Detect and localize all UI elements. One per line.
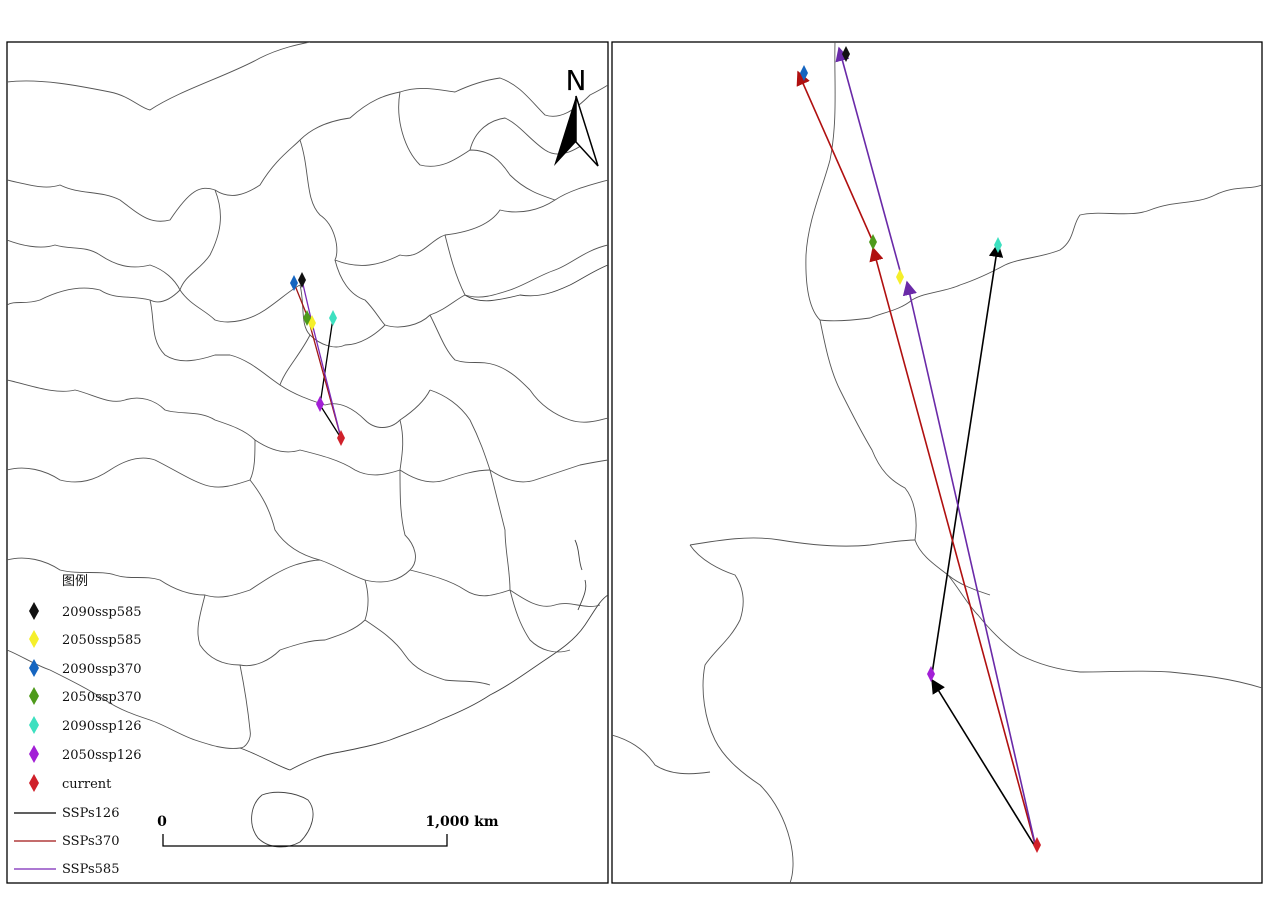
legend-item-2090ssp370: 2090ssp370 (29, 659, 142, 677)
diamond-icon (29, 602, 39, 620)
legend-title: 图例 (62, 574, 88, 589)
point-2090ssp585 (298, 272, 306, 288)
legend-label: SSPs585 (62, 862, 119, 877)
legend-item-2090ssp126: 2090ssp126 (29, 716, 142, 734)
north-arrow-icon: N (554, 64, 599, 167)
legend-item-ssps370: SSPs370 (14, 834, 119, 849)
legend-item-2050ssp370: 2050ssp370 (29, 687, 142, 705)
point-current (337, 430, 345, 446)
overview-map-panel: N 0 1,000 km 图例 2090ssp585 2050ssp585 20… (6, 41, 609, 884)
point-2090ssp585 (842, 46, 850, 62)
point-2050ssp126 (927, 666, 935, 682)
detail-boundaries (612, 42, 1262, 883)
diamond-icon (29, 630, 39, 648)
legend-item-2050ssp126: 2050ssp126 (29, 745, 142, 763)
legend-label: 2090ssp126 (62, 719, 142, 734)
scale-start-label: 0 (157, 814, 167, 830)
point-2090ssp126 (329, 310, 337, 326)
detail-map-panel (611, 41, 1263, 884)
legend-label: 2050ssp126 (62, 748, 142, 763)
province-boundaries (7, 42, 608, 848)
map-legend: 图例 2090ssp585 2050ssp585 2090ssp370 2050… (14, 574, 142, 877)
diamond-icon (29, 687, 39, 705)
point-2050ssp370 (869, 234, 877, 250)
migration-lines-detail (796, 46, 1037, 849)
centroid-points-detail (800, 46, 1041, 853)
point-2050ssp585 (896, 269, 904, 285)
legend-label: 2090ssp370 (62, 662, 142, 677)
scale-bar: 0 1,000 km (157, 814, 499, 847)
legend-label: 2050ssp370 (62, 690, 142, 705)
point-2050ssp126 (316, 396, 324, 412)
legend-label: SSPs370 (62, 834, 119, 849)
diamond-icon (29, 716, 39, 734)
point-current (1033, 837, 1041, 853)
legend-item-ssps585: SSPs585 (14, 862, 119, 877)
legend-label: current (62, 777, 112, 792)
legend-label: 2050ssp585 (62, 633, 142, 648)
diamond-icon (29, 774, 39, 792)
point-2050ssp370 (303, 310, 311, 326)
legend-item-2050ssp585: 2050ssp585 (29, 630, 142, 648)
diamond-icon (29, 745, 39, 763)
diamond-icon (29, 659, 39, 677)
legend-item-2090ssp585: 2090ssp585 (29, 602, 142, 620)
point-2090ssp370 (800, 65, 808, 81)
legend-label: 2090ssp585 (62, 605, 142, 620)
centroid-points-overview (290, 272, 345, 446)
legend-label: SSPs126 (62, 806, 119, 821)
point-2090ssp370 (290, 275, 298, 291)
north-label: N (566, 64, 587, 97)
point-2090ssp126 (994, 237, 1002, 253)
scale-end-label: 1,000 km (425, 814, 498, 830)
legend-item-ssps126: SSPs126 (14, 806, 119, 821)
legend-item-current: current (29, 774, 112, 792)
